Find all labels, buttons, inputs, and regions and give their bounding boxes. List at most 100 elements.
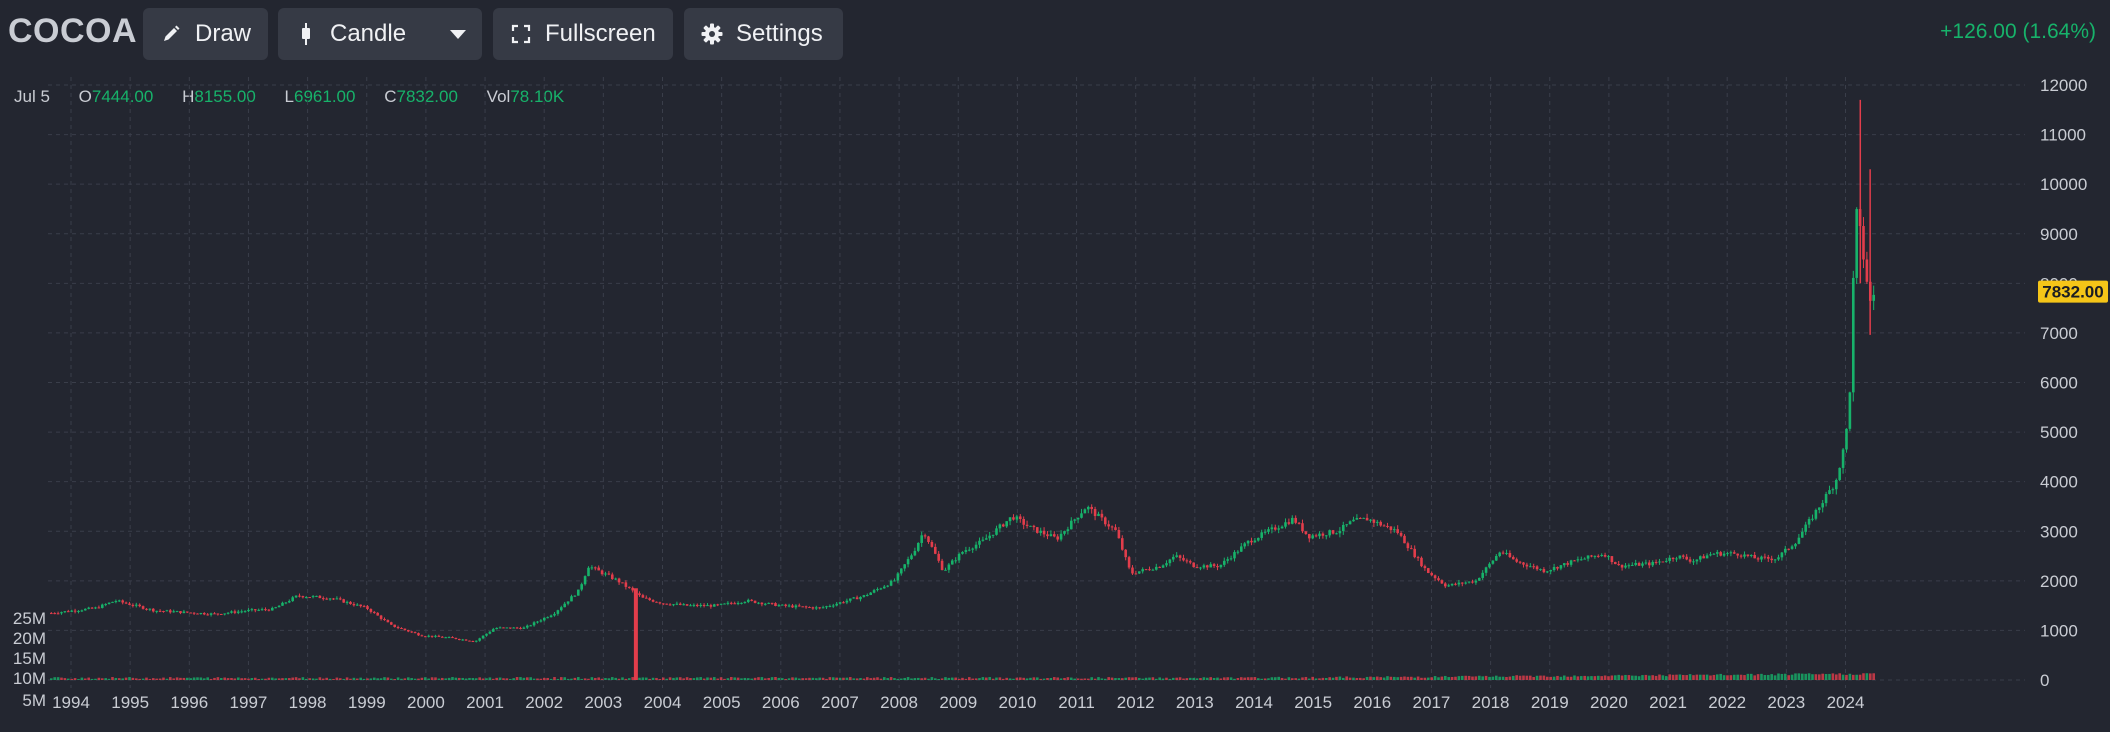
volume-bar [1719, 673, 1722, 680]
candle [648, 597, 651, 601]
volume-bar [1250, 677, 1253, 680]
volume-bar [481, 678, 485, 680]
candle [1644, 559, 1648, 565]
candle [1195, 564, 1199, 569]
volume-bar [1216, 677, 1219, 680]
volume-bar [913, 678, 917, 680]
candle-body [1658, 561, 1661, 563]
volume-bar [107, 678, 111, 680]
candle [1175, 552, 1178, 558]
candle-body [1161, 565, 1165, 568]
candle-body [80, 610, 84, 612]
price-change: +126.00 (1.64%) [1940, 20, 2096, 43]
volume-bar [308, 678, 311, 680]
candle-body [1335, 533, 1338, 535]
candle-body [451, 637, 454, 639]
candle [134, 602, 138, 608]
candle-body [1811, 518, 1814, 520]
candle [1301, 519, 1304, 534]
candle-body [838, 602, 842, 604]
candle-body [1457, 582, 1461, 585]
candle-body [505, 627, 509, 629]
candle [862, 594, 866, 598]
x-tick-label: 1996 [170, 693, 208, 712]
candle [1573, 560, 1576, 562]
candle-body [1345, 524, 1348, 526]
candle [287, 599, 291, 604]
candle [1610, 556, 1614, 565]
candle [1620, 564, 1624, 571]
candle-body [1331, 530, 1335, 534]
candle [362, 604, 366, 608]
candle-body [522, 627, 526, 629]
volume-bar [134, 678, 138, 680]
x-tick-label: 1994 [52, 693, 90, 712]
x-tick-label: 1995 [111, 693, 149, 712]
candle [1607, 554, 1610, 560]
candle [1552, 563, 1556, 572]
price-chart[interactable]: 0100020003000400050006000700080009000100… [0, 66, 2110, 732]
candle-body [723, 603, 726, 605]
x-tick-label: 2000 [407, 693, 445, 712]
candle [148, 608, 152, 612]
candle [73, 608, 77, 614]
settings-button[interactable]: Settings [684, 8, 843, 60]
candle-body [1556, 566, 1559, 569]
volume-bar [587, 678, 590, 680]
candle [1294, 515, 1297, 525]
candle-body [1073, 519, 1076, 521]
candle [515, 626, 519, 629]
candle-body [485, 633, 488, 636]
candle [1732, 550, 1736, 554]
volume-bar [440, 677, 444, 680]
candle-body [719, 603, 723, 605]
fullscreen-button[interactable]: Fullscreen [493, 8, 673, 60]
volume-bar [1457, 676, 1461, 680]
candle [729, 601, 733, 605]
volume-bar [311, 678, 315, 680]
candle-body [913, 550, 917, 556]
candle-body [1698, 556, 1702, 560]
draw-button[interactable]: Draw [143, 8, 268, 60]
candle-body [1848, 392, 1852, 429]
volume-bar [1420, 677, 1423, 680]
candle [855, 595, 859, 600]
candle-body [1569, 560, 1573, 565]
candle [1297, 521, 1301, 525]
candle-body [1440, 580, 1444, 584]
candle-body [474, 640, 478, 642]
chart-type-dropdown[interactable]: Candle [278, 8, 482, 60]
volume-bar [736, 677, 740, 680]
candle [1413, 545, 1416, 559]
volume-bar [457, 677, 461, 680]
candle [886, 585, 889, 588]
candle-body [876, 589, 879, 591]
candle [1375, 519, 1379, 527]
candle-body [1447, 585, 1450, 587]
candle [757, 602, 760, 605]
y-tick-label: 12000 [2040, 76, 2087, 95]
high-value: 8155.00 [194, 87, 256, 106]
candle [1001, 523, 1005, 528]
candle-body [852, 597, 855, 599]
volume-bar [1426, 677, 1430, 680]
candle [291, 595, 294, 602]
volume-bar [1049, 677, 1053, 680]
candle [1773, 559, 1777, 564]
candle [583, 575, 587, 586]
candle [155, 610, 158, 614]
candle [821, 605, 825, 609]
candlestick-icon [294, 22, 318, 46]
volume-bar [1494, 675, 1498, 680]
symbol-title: COCOA [8, 12, 138, 50]
candle-body [604, 573, 607, 575]
candle-body [1668, 557, 1671, 561]
candle-body [240, 611, 243, 613]
volume-bar [1501, 676, 1505, 680]
candle-body [621, 582, 624, 584]
volume-bar [1804, 673, 1807, 680]
candle-body [1324, 535, 1328, 537]
candle-body [134, 604, 138, 606]
volume-bar [593, 677, 597, 680]
candle [318, 594, 322, 599]
